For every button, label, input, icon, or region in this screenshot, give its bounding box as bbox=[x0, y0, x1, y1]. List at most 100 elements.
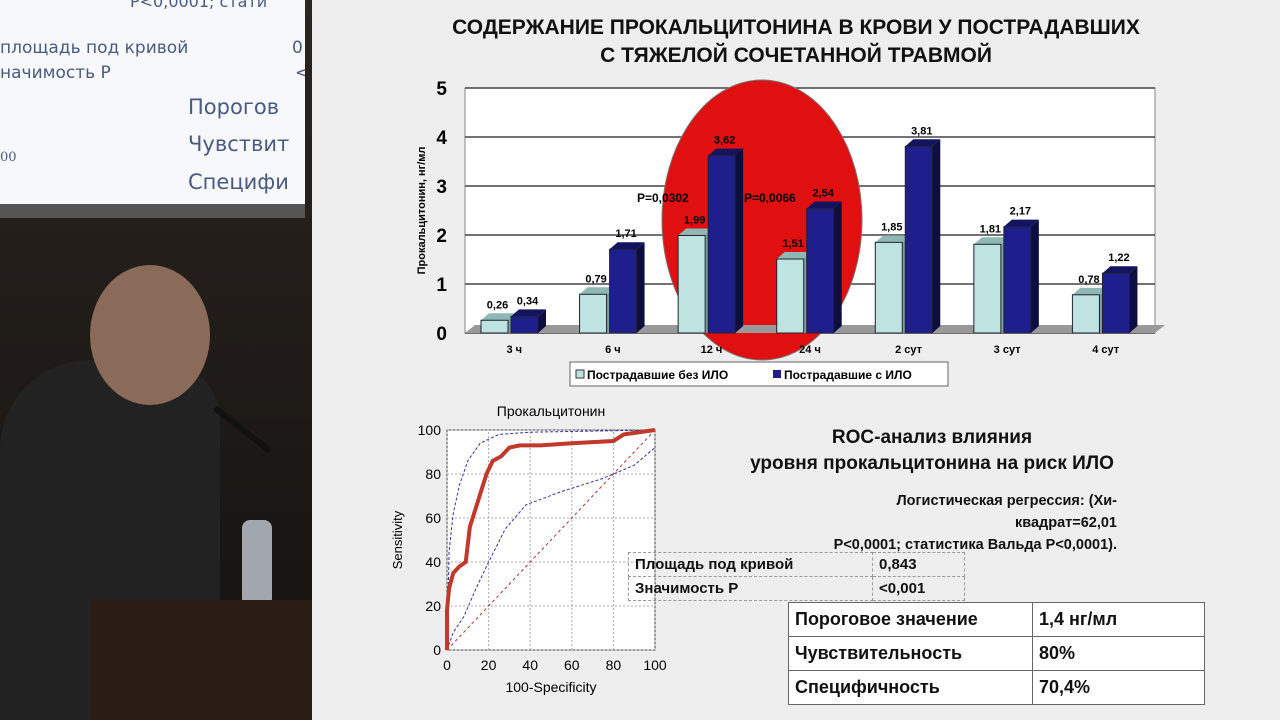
table-cell: <0,001 bbox=[872, 576, 965, 601]
bar-side bbox=[735, 148, 744, 333]
bar-top bbox=[609, 242, 645, 250]
data-label: 1,22 bbox=[1108, 252, 1129, 264]
x-tick-label: 3 сут bbox=[994, 344, 1022, 356]
projection-screen: P<0,0001; стати площадь под кривой 0 нач… bbox=[0, 0, 305, 218]
x-tick-label: 2 сут bbox=[895, 344, 923, 356]
data-label: 1,85 bbox=[881, 221, 902, 233]
legend-label: Пострадавшие без ИЛО bbox=[587, 368, 728, 382]
y-tick-label: 3 bbox=[436, 177, 447, 198]
y-axis-label: Прокальцитонин, нг/мл bbox=[416, 147, 428, 275]
data-label: 1,71 bbox=[615, 228, 636, 240]
y-tick-label: 60 bbox=[425, 510, 441, 526]
title-line: СОДЕРЖАНИЕ ПРОКАЛЬЦИТОНИНА В КРОВИ У ПОС… bbox=[452, 16, 1140, 39]
table-cell: Площадь под кривой bbox=[628, 552, 873, 577]
screen-text: Порогов bbox=[188, 95, 280, 119]
y-tick-label: 0 bbox=[436, 324, 447, 345]
bar-side bbox=[538, 309, 546, 333]
bar bbox=[707, 155, 736, 334]
bar bbox=[1101, 272, 1130, 334]
bar-side bbox=[1129, 266, 1138, 333]
data-label: 0,34 bbox=[517, 295, 539, 307]
y-tick-label: 1 bbox=[436, 275, 447, 296]
table-row: Площадь под кривой 0,843 bbox=[628, 552, 965, 577]
x-tick-label: 80 bbox=[606, 657, 622, 673]
bar bbox=[973, 243, 1002, 334]
y-axis-label: Sensitivity bbox=[390, 510, 405, 569]
table-cell: 0,843 bbox=[872, 552, 965, 577]
roc-heading-line: ROC-анализ влияния bbox=[831, 427, 1033, 448]
slide-title: СОДЕРЖАНИЕ ПРОКАЛЬЦИТОНИНА В КРОВИ У ПОС… bbox=[312, 14, 1280, 70]
bar-chart: 0 1 2 3 4 5 Прокальцитонин, нг/мл 0,26 0,34 3 ч 0,… bbox=[416, 79, 1165, 387]
x-tick-label: 3 ч bbox=[507, 344, 523, 356]
data-label: 2,17 bbox=[1010, 206, 1031, 218]
bar-top bbox=[1072, 287, 1108, 295]
data-label: 0,26 bbox=[487, 299, 508, 311]
data-label: 1,99 bbox=[684, 214, 705, 226]
table-cell: 70,4% bbox=[1032, 670, 1205, 705]
screen-text: P<0,0001; стати bbox=[130, 0, 268, 11]
roc-heading: ROC-анализ влияния уровня прокальцитонин… bbox=[742, 425, 1122, 477]
bar-top bbox=[776, 252, 812, 260]
roc-heading-line: уровня прокальцитонина на риск ИЛО bbox=[750, 453, 1114, 474]
screen-text: 0 bbox=[292, 38, 303, 58]
table-cell: Пороговое значение bbox=[788, 602, 1033, 637]
screen-text: 00 bbox=[0, 150, 17, 165]
bar bbox=[510, 315, 539, 334]
y-tick-label: 4 bbox=[436, 128, 447, 149]
table-cell: Чувствительность bbox=[788, 636, 1033, 671]
y-tick-label: 80 bbox=[425, 466, 441, 482]
bar-top bbox=[678, 228, 714, 236]
bar-top bbox=[806, 201, 842, 209]
bar bbox=[677, 234, 706, 334]
bar bbox=[776, 258, 805, 334]
table-row: Специфичность 70,4% bbox=[788, 670, 1205, 705]
y-tick-label: 0 bbox=[433, 642, 441, 658]
bar bbox=[806, 208, 835, 334]
video-left-panel: P<0,0001; стати площадь под кривой 0 нач… bbox=[0, 0, 312, 720]
screen-text: начимость P bbox=[0, 63, 111, 83]
y-tick-label: 5 bbox=[436, 79, 447, 100]
regression-text: Логистическая регрессия: (Хи-квадрат=62,… bbox=[812, 490, 1117, 556]
x-tick-label: 40 bbox=[522, 657, 538, 673]
y-tick-label: 100 bbox=[418, 422, 442, 438]
screen-text: Чувствит bbox=[188, 132, 290, 156]
ci-upper-line bbox=[446, 429, 656, 651]
y-tick-label: 2 bbox=[436, 226, 447, 247]
bar-top bbox=[511, 309, 546, 317]
ci-lower-line bbox=[446, 447, 656, 651]
auc-table: Площадь под кривой 0,843 Значимость P <0,0… bbox=[628, 552, 965, 601]
x-tick-label: 0 bbox=[443, 657, 451, 673]
data-label: 2,54 bbox=[813, 188, 835, 200]
bar-top bbox=[1102, 266, 1138, 274]
table-row: Значимость P <0,001 bbox=[628, 576, 965, 601]
speaker-head bbox=[90, 265, 210, 405]
bar-top bbox=[579, 287, 615, 295]
bar-side bbox=[833, 201, 842, 333]
x-tick-label: 12 ч bbox=[701, 344, 723, 356]
roc-curve bbox=[445, 428, 656, 650]
x-tick-label: 24 ч bbox=[799, 344, 821, 356]
bar bbox=[904, 145, 933, 334]
roc-chart-title: Прокальцитонин bbox=[497, 403, 605, 419]
p-value-annotation: P=0,0066 bbox=[744, 191, 796, 205]
regression-line: Логистическая регрессия: (Хи-квадрат=62,… bbox=[896, 493, 1117, 531]
bar bbox=[874, 241, 903, 334]
x-tick-label: 20 bbox=[481, 657, 497, 673]
regression-line: P<0,0001; статистика Вальда P<0,0001). bbox=[833, 537, 1117, 553]
bar bbox=[609, 248, 638, 334]
bar bbox=[579, 293, 608, 334]
bar bbox=[1003, 226, 1032, 334]
threshold-table: Пороговое значение 1,4 нг/мл Чувствительн… bbox=[788, 602, 1205, 705]
x-tick-label: 6 ч bbox=[605, 344, 621, 356]
screen-text: площадь под кривой bbox=[0, 38, 189, 58]
legend bbox=[569, 361, 949, 387]
table-row: Пороговое значение 1,4 нг/мл bbox=[788, 602, 1205, 637]
table-row: Чувствительность 80% bbox=[788, 636, 1205, 671]
bar-top bbox=[875, 235, 911, 243]
data-label: 1,51 bbox=[783, 238, 804, 250]
y-tick-label: 40 bbox=[425, 554, 441, 570]
table-cell: 1,4 нг/мл bbox=[1032, 602, 1205, 637]
x-axis-label: 100-Specificity bbox=[505, 679, 596, 695]
data-label: 3,81 bbox=[911, 125, 932, 137]
screen-text: < bbox=[295, 63, 305, 83]
